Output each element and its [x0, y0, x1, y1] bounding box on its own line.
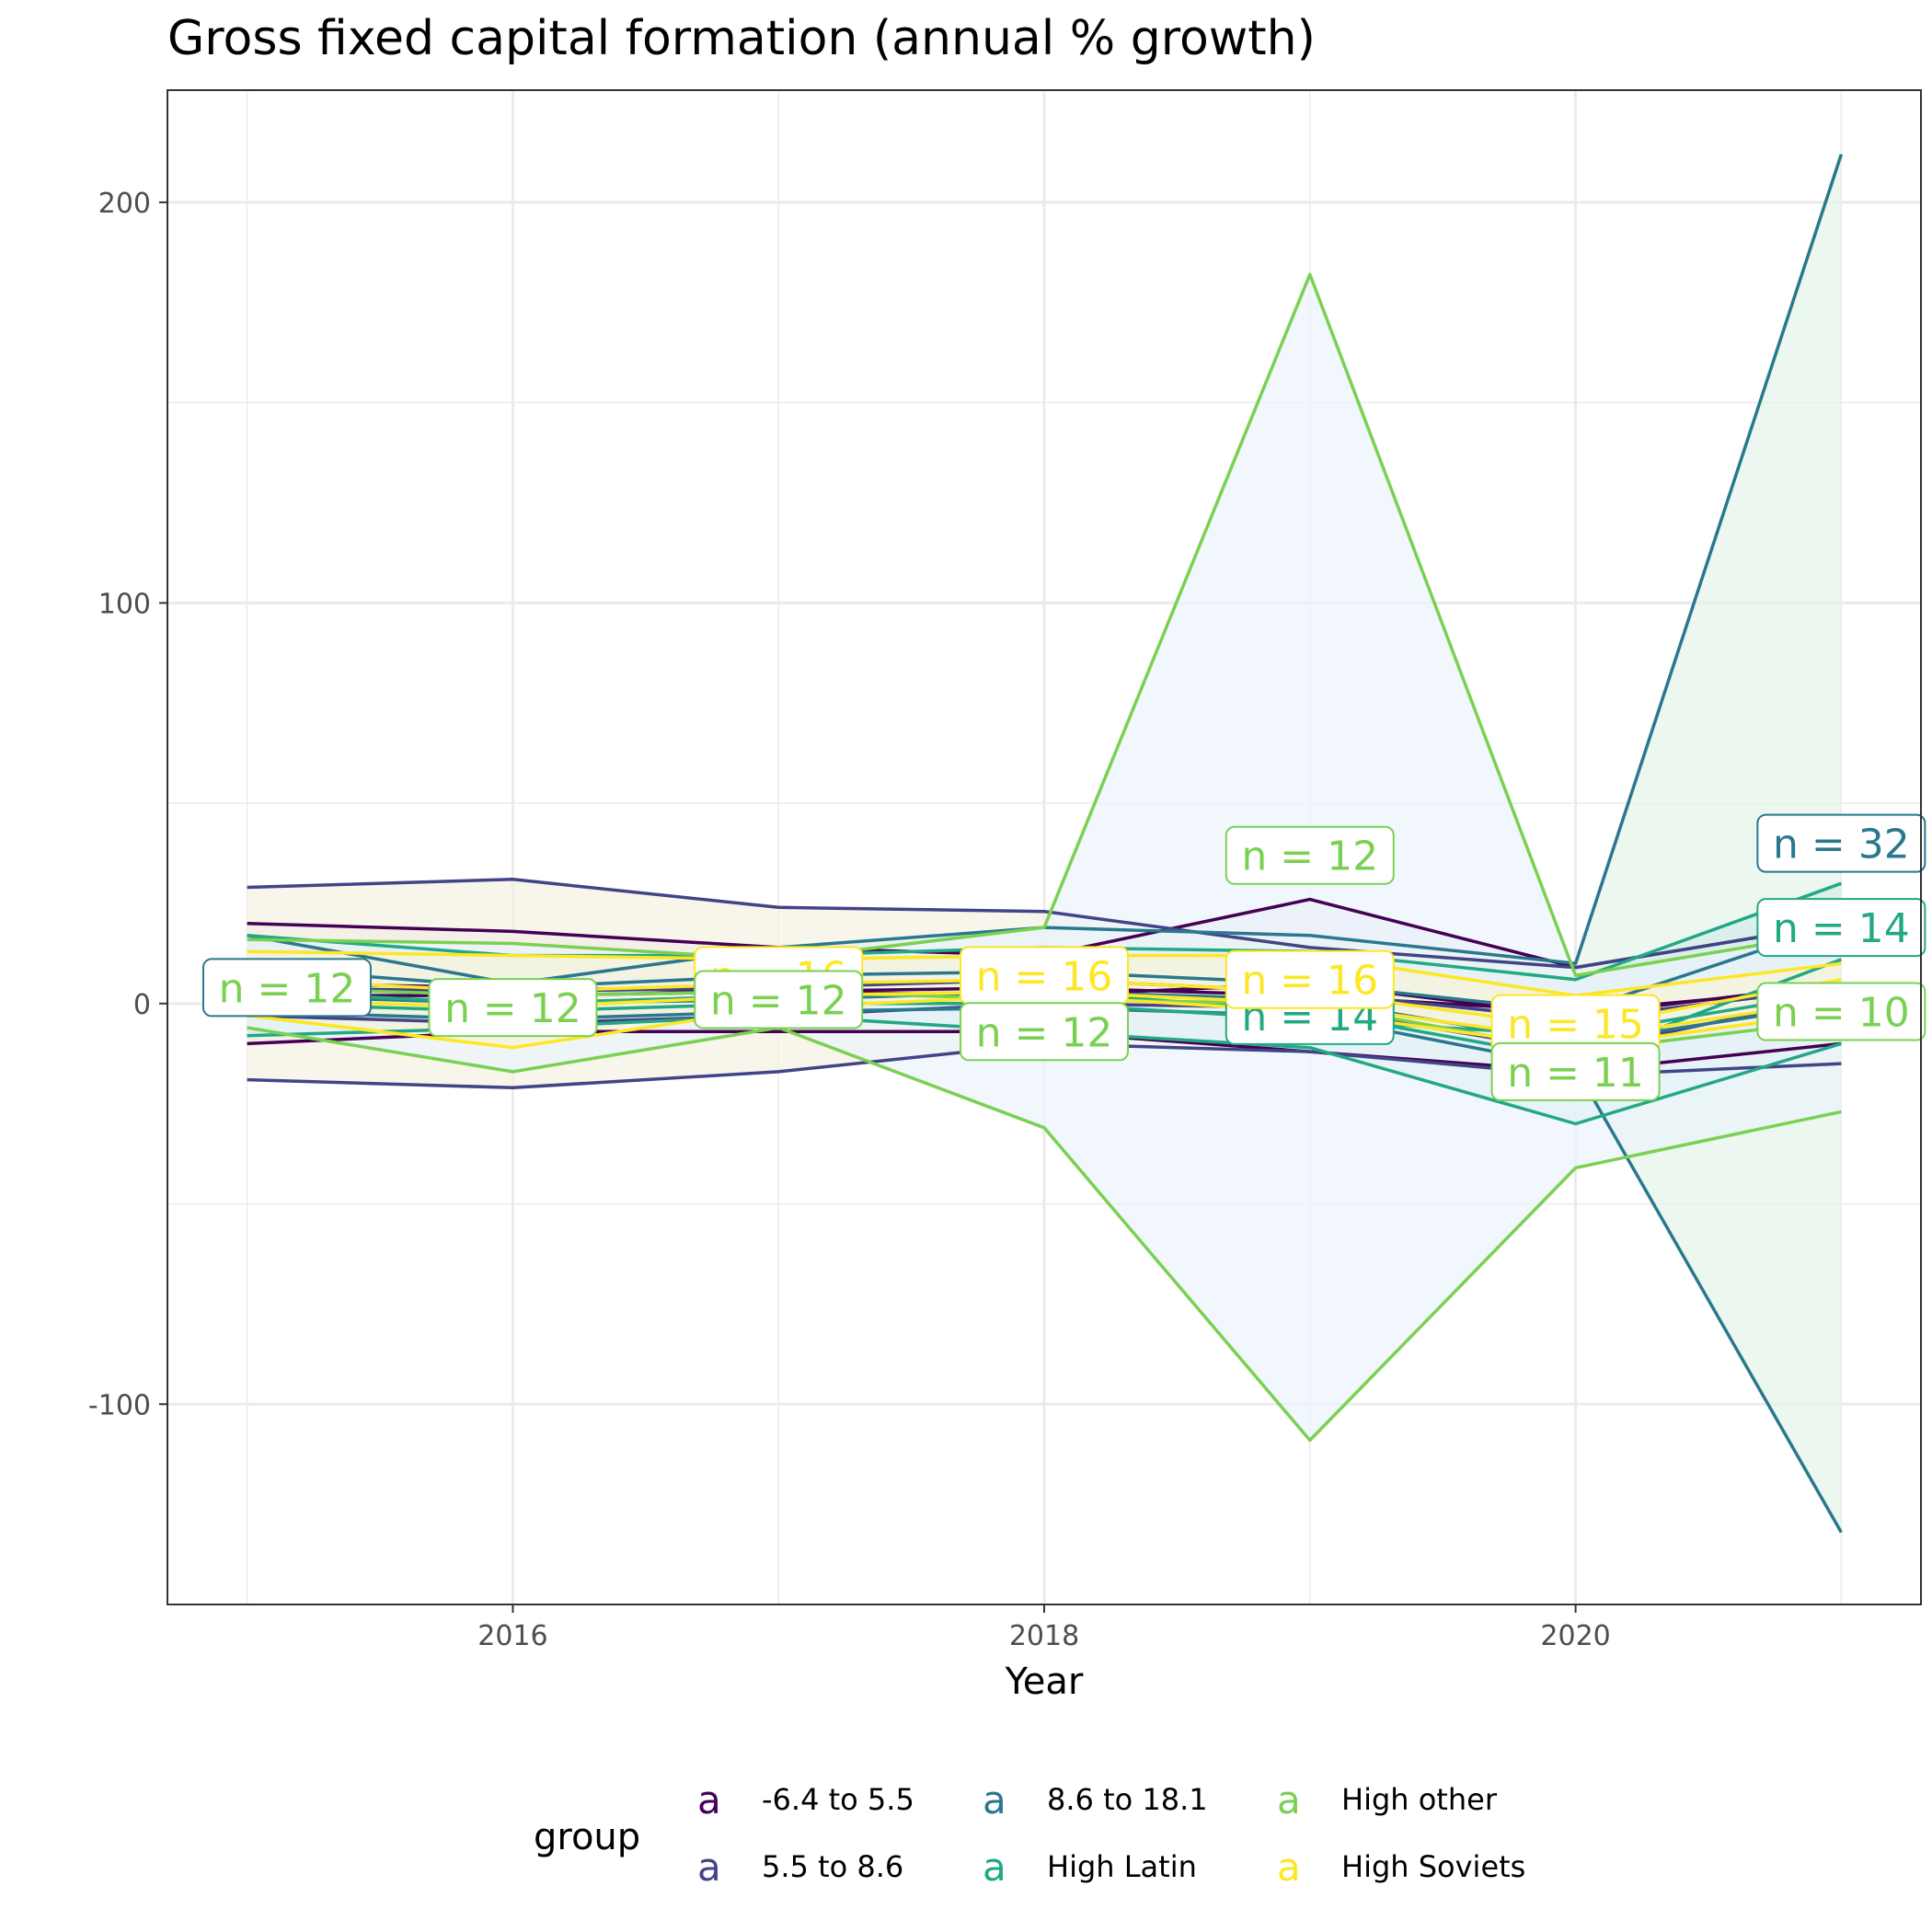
band-High Soviets — [247, 951, 1842, 1048]
n-label-box — [428, 978, 598, 1038]
y-tick-label: -100 — [88, 1389, 151, 1421]
n-label-text: n = 11 — [1507, 1050, 1644, 1097]
legend-label: High Latin — [1047, 1849, 1197, 1884]
legend-label: High other — [1341, 1782, 1498, 1817]
x-tick-label: 2020 — [1540, 1620, 1610, 1652]
n-label-box — [1756, 982, 1926, 1041]
legend-item: a High Latin — [983, 1845, 1197, 1890]
series-max-line — [247, 272, 1842, 978]
n-label: n = 12 — [960, 1002, 1129, 1062]
n-label: n = 12 — [694, 970, 864, 1029]
legend-key: a — [1277, 1845, 1301, 1890]
label-layer: n = 12 n = 12 n = 16 n = 12 n = 16 n = 12 n = … — [201, 813, 1926, 1101]
legend-item: a 8.6 to 18.1 — [983, 1777, 1208, 1823]
n-label-box — [1756, 898, 1926, 958]
n-label-text: n = 10 — [1773, 990, 1910, 1037]
series-max-line — [247, 878, 1842, 970]
n-label-text: n = 14 — [1773, 905, 1910, 952]
x-tick-label: 2018 — [1009, 1620, 1079, 1652]
n-label: n = 15 — [1490, 994, 1661, 1053]
n-label-text: n = 32 — [1773, 822, 1910, 868]
n-label-text: n = 16 — [976, 953, 1113, 1000]
legend-label: -6.4 to 5.5 — [762, 1782, 914, 1817]
n-label: n = 14 — [1756, 898, 1926, 958]
y-tick-label: 0 — [133, 989, 151, 1021]
legend-item: a 5.5 to 8.6 — [697, 1845, 903, 1890]
n-label: n = 16 — [960, 946, 1129, 1006]
y-tick-label: 100 — [98, 588, 151, 620]
legend-key: a — [697, 1845, 721, 1890]
n-label-text: n = 16 — [1241, 958, 1378, 1005]
legend-label: High Soviets — [1341, 1849, 1525, 1884]
n-label: n = 10 — [1756, 982, 1926, 1041]
legend-key: a — [1277, 1777, 1301, 1823]
axis-layer: 2016 2018 2020 -100 0 100 200 — [88, 188, 1611, 1652]
n-label-text: n = 12 — [710, 977, 847, 1024]
y-tick-label: 200 — [98, 188, 151, 220]
legend-label: 5.5 to 8.6 — [762, 1849, 903, 1884]
n-label: n = 12 — [201, 958, 372, 1018]
legend-item: a High Soviets — [1277, 1845, 1525, 1890]
x-axis-title: Year — [1005, 1661, 1084, 1703]
n-label-text: n = 15 — [1507, 1002, 1644, 1049]
n-label-box — [1490, 1041, 1661, 1101]
n-label: n = 16 — [1225, 949, 1395, 1009]
n-label-text: n = 12 — [444, 985, 581, 1032]
legend: group a -6.4 to 5.5 a 5.5 to 8.6 a 8.6 to 18.… — [534, 1777, 1525, 1890]
legend-title: group — [534, 1816, 640, 1858]
legend-label: 8.6 to 18.1 — [1047, 1782, 1208, 1817]
n-label-text: n = 12 — [1241, 834, 1378, 880]
legend-key: a — [983, 1845, 1006, 1890]
n-label: n = 12 — [1225, 825, 1395, 885]
legend-item: a High other — [1277, 1777, 1498, 1823]
n-label: n = 32 — [1756, 813, 1926, 873]
n-label-box — [960, 1002, 1129, 1062]
n-label-text: n = 12 — [976, 1009, 1113, 1056]
n-label-text: n = 12 — [219, 965, 356, 1012]
n-label-box — [694, 970, 864, 1029]
n-label-box — [1225, 949, 1395, 1009]
band-High other — [247, 274, 1842, 1441]
legend-item: a -6.4 to 5.5 — [697, 1777, 914, 1823]
n-label: n = 11 — [1490, 1041, 1661, 1101]
n-label: n = 12 — [428, 978, 598, 1038]
n-label-box — [1225, 825, 1395, 885]
x-tick-label: 2016 — [477, 1620, 547, 1652]
series-min-line — [247, 1026, 1842, 1443]
legend-key: a — [983, 1777, 1006, 1823]
chart-title: Gross fixed capital formation (annual % … — [167, 11, 1316, 66]
n-label-box — [201, 958, 372, 1018]
n-label-box — [1756, 813, 1926, 873]
legend-key: a — [697, 1777, 721, 1823]
